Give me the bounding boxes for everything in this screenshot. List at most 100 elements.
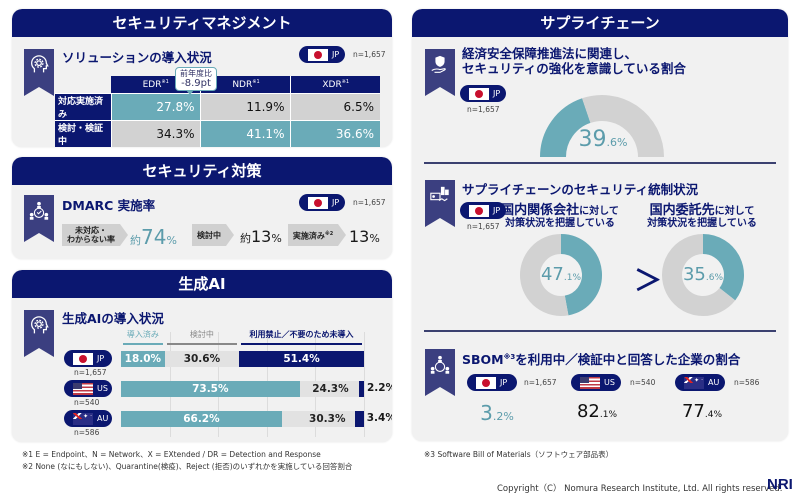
unaddressed-value: 約74%: [130, 225, 177, 249]
country-pill-jp: JP: [299, 194, 345, 211]
ribbon-badge: [425, 180, 455, 227]
bar-segment: 18.0%: [121, 351, 165, 367]
ribbon-badge: [24, 49, 54, 96]
sample-size: n=586: [734, 378, 760, 387]
sample-size: n=1,657: [74, 368, 107, 377]
table-cell: 36.6%: [290, 119, 380, 147]
head-gear-icon: [31, 316, 49, 334]
yoy-callout: 前年度比 -8.9pt: [175, 67, 217, 95]
sample-size: n=540: [74, 398, 100, 407]
ribbon-badge: [24, 195, 54, 242]
donut-remainder-arc: [662, 234, 736, 316]
copyright: Copyright（C） Nomura Research Institute, …: [497, 484, 783, 494]
column-ndr: NDR※1: [200, 76, 292, 93]
status-label-considering: 検討中: [192, 224, 234, 246]
table-cell: 27.8%: [111, 92, 202, 120]
row-label: 対応実施済み: [55, 92, 112, 120]
economic-security-value: 39.6%: [578, 127, 628, 152]
sample-size: n=586: [74, 428, 100, 437]
jp-flag-icon: [476, 376, 496, 389]
bar-segment: [358, 381, 364, 397]
footnote-3: ※3 Software Bill of Materials（ソフトウェア部品表）: [424, 450, 614, 459]
status-label-unaddressed: 未対応・ わからない率: [62, 224, 128, 246]
sample-size: n=1,657: [524, 378, 557, 387]
economic-security-gauge: [540, 95, 664, 158]
country-pill-jp: JP: [299, 46, 345, 63]
table-header-row: EDR※1 NDR※1 XDR※1: [55, 76, 380, 93]
sbom-value-us: 82.1%: [576, 401, 618, 422]
sbom-title: SBOM※3を利用中／検証中と回答した企業の割合: [462, 352, 741, 367]
sample-size: n=1,657: [353, 50, 386, 59]
dmarc-title: DMARC 実施率: [62, 198, 156, 213]
section-divider: [424, 330, 776, 332]
security-measures-panel: セキュリティ対策 DMARC 実施率 JP n=1,657 未対応・ わからない率…: [12, 157, 392, 259]
bar-label: 2.2%: [367, 382, 392, 394]
country-pill-us: US: [571, 374, 621, 391]
supply-chain-header: サプライチェーン: [412, 9, 788, 37]
security-management-panel: セキュリティマネジメント ソリューションの導入状況 JP n=1,657 EDR…: [12, 9, 392, 147]
jp-flag-icon: [73, 352, 93, 365]
bar-segment: 51.4%: [239, 351, 364, 367]
ribbon-badge: [425, 349, 455, 396]
section-divider: [424, 162, 776, 164]
sbom-value-au: 77.4%: [681, 401, 723, 422]
status-label-implemented: 実施済み※2: [288, 224, 346, 246]
jp-flag-icon: [308, 48, 328, 61]
bar-segment: [355, 411, 364, 427]
table-cell: 34.3%: [111, 119, 202, 147]
legend-arrow: [166, 343, 238, 345]
head-gear-icon: [31, 55, 49, 73]
security-measures-header: セキュリティ対策: [12, 157, 392, 185]
comparison-greater-than: ＞: [634, 264, 663, 297]
us-flag-icon: [580, 376, 600, 389]
jp-flag-icon: [308, 196, 328, 209]
donut-value-arc: [702, 234, 744, 301]
country-pill-jp: JP: [460, 85, 506, 102]
table-cell: 6.5%: [290, 92, 380, 120]
country-pill-jp: JP: [460, 202, 506, 219]
donut-value-affiliates: 47.1%: [540, 264, 582, 285]
bar-label: 3.4%: [366, 412, 392, 424]
donut-title-contractors: 国内委託先に対して 対策状況を把握している: [647, 203, 757, 229]
column-xdr: XDR※1: [290, 76, 380, 93]
sample-size: n=1,657: [353, 198, 386, 207]
legend-label: 検討中: [189, 330, 214, 339]
solution-table: EDR※1 NDR※1 XDR※1 対応実施済み 27.8% 11.9% 6.5…: [55, 76, 380, 147]
governance-title: サプライチェーンのセキュリティ統制状況: [462, 182, 699, 197]
table-cell: 11.9%: [200, 92, 292, 120]
table-cell: 41.1%: [200, 119, 292, 147]
grid-line: [364, 332, 365, 437]
footnote-2: ※2 None (なにもしない)、Quarantine(検疫)、Reject (…: [22, 462, 353, 471]
us-flag-icon: [73, 382, 93, 395]
ribbon-badge: [425, 49, 455, 96]
building-handshake-icon: [430, 186, 449, 202]
bar-segment: 24.3%: [299, 381, 359, 397]
economic-security-title: 経済安全保障推進法に関連し、 セキュリティの強化を意識している割合: [462, 46, 686, 76]
network-people-icon: [29, 201, 49, 220]
sbom-value-jp: 3.2%: [480, 401, 514, 425]
generative-ai-header: 生成AI: [12, 270, 392, 298]
nri-logo: NRI: [767, 476, 793, 493]
bar-segment: 30.6%: [164, 351, 240, 367]
legend-label: 利用禁止／不要のため未導入: [249, 330, 354, 339]
country-pill-jp: JP: [64, 350, 112, 367]
gauge-remainder-arc: [582, 95, 664, 158]
donut-chart-affiliates: [520, 234, 602, 316]
sample-size: n=1,657: [467, 105, 500, 114]
country-pill-jp: JP: [467, 374, 517, 391]
au-flag-icon: [73, 412, 93, 425]
jp-flag-icon: [469, 204, 489, 217]
footnote-1: ※1 E = Endpoint、N = Network、X = EXtended…: [22, 450, 321, 459]
donut-remainder-arc: [520, 234, 569, 316]
row-label: 検討・検証中: [55, 119, 112, 147]
genai-bar-chart: 導入済み 検討中 利用禁止／不要のため未導入 JP n=1,657 18.0% 30.6% 5…: [12, 270, 392, 442]
ribbon-badge: [24, 310, 54, 357]
network-people-icon: [430, 355, 450, 374]
bar-segment: 66.2%: [121, 411, 282, 427]
genai-title: 生成AIの導入状況: [62, 311, 164, 326]
donut-value-contractors: 35.6%: [682, 264, 724, 285]
sample-size: n=540: [630, 378, 656, 387]
country-pill-au: AU: [675, 374, 725, 391]
shield-hand-icon: [431, 55, 446, 73]
donut-title-affiliates: 国内関係会社に対して 対策状況を把握している: [501, 203, 619, 229]
